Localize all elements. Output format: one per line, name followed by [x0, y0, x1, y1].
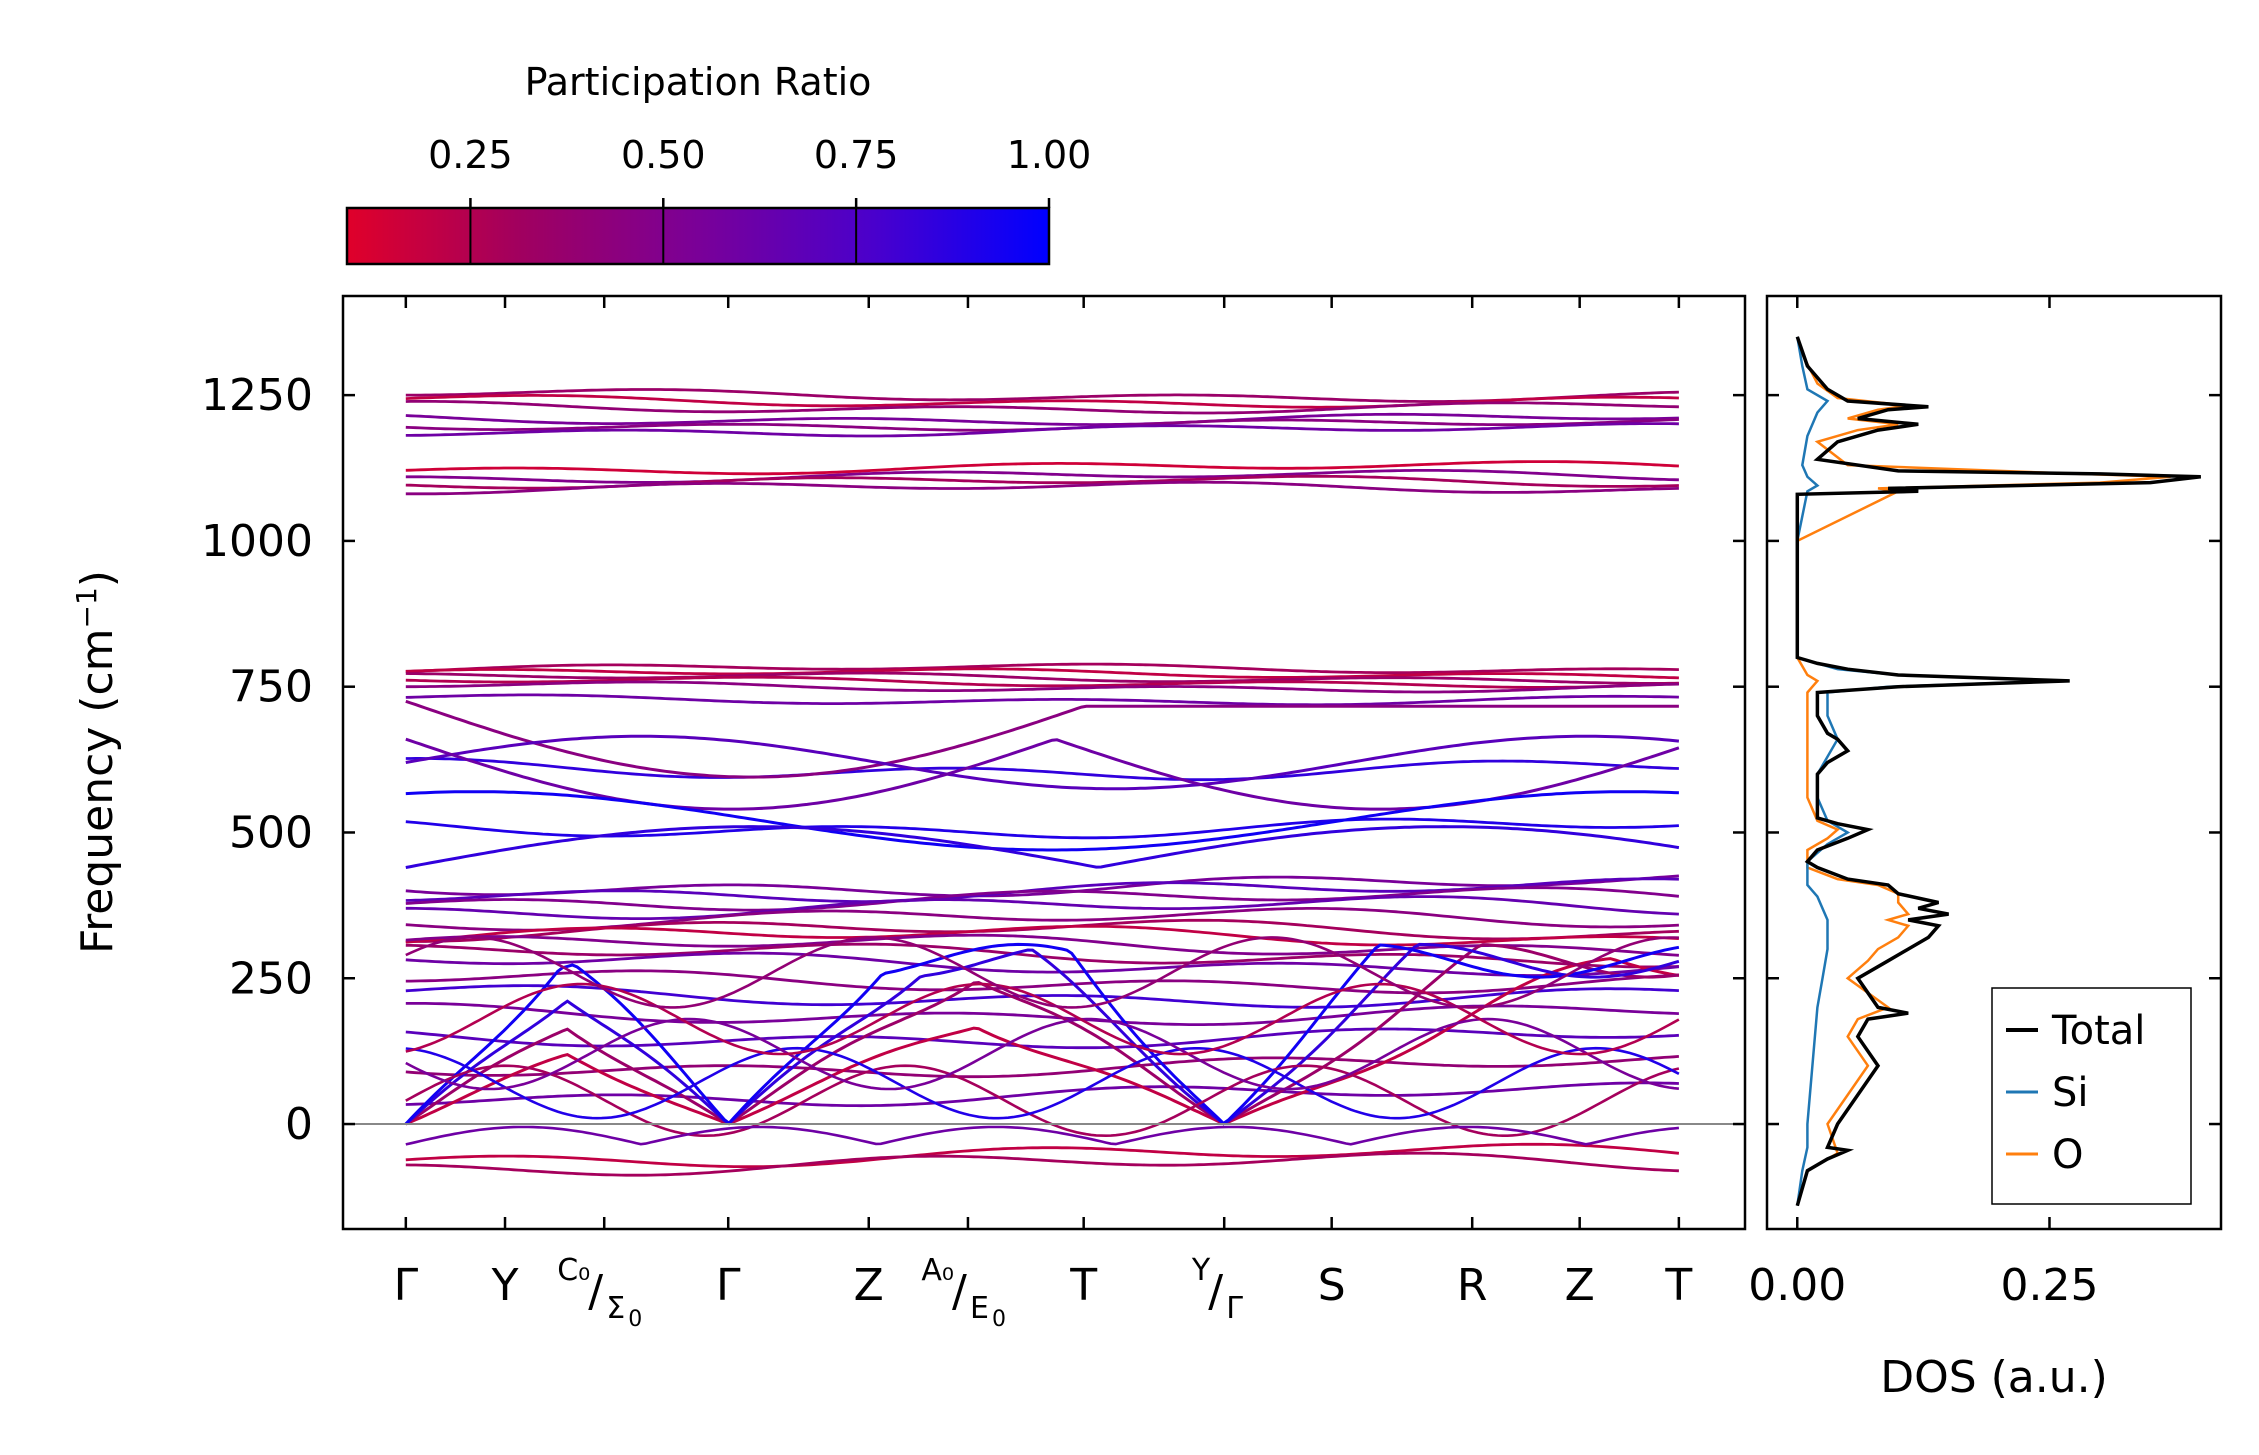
phonon-band	[405, 680, 1679, 694]
legend-label-o: O	[2052, 1132, 2083, 1178]
k-point-label-index: 0	[628, 1307, 642, 1332]
phonon-band	[405, 790, 1679, 852]
phonon-band	[405, 1151, 1679, 1177]
k-point-label-slash: /	[588, 1266, 603, 1317]
k-point-label-right: E	[970, 1291, 989, 1326]
phonon-band	[405, 936, 1679, 1009]
phonon-band	[405, 957, 1680, 1126]
phonon-band	[405, 460, 1679, 476]
k-point-label-left: A₀	[921, 1253, 954, 1288]
dos-axis: 0.00 0.25	[1748, 296, 2221, 1311]
k-point-label: R	[1457, 1260, 1488, 1311]
phonon-band	[405, 895, 1679, 920]
phonon-band	[405, 924, 1679, 947]
phonon-band	[405, 699, 1679, 779]
k-point-label-composite: Y/Γ	[1191, 1253, 1243, 1326]
colorbar-title: Participation Ratio	[525, 60, 872, 104]
phonon-band	[405, 693, 1679, 707]
dos-axes-frame	[1765, 294, 2223, 1231]
k-point-label-right: Γ	[1226, 1291, 1243, 1326]
phonon-band	[405, 1027, 1679, 1050]
k-point-label: Z	[854, 1260, 884, 1311]
k-point-label-composite: C₀/Σ 0	[557, 1253, 642, 1332]
frequency-tick-label: 1000	[201, 516, 313, 567]
k-point-label-composite: A₀/E 0	[921, 1253, 1006, 1332]
colorbar-tick-label: 0.25	[428, 133, 513, 177]
legend-label-total: Total	[2051, 1008, 2145, 1054]
band-axes-frame	[341, 294, 1747, 1231]
phonon-band	[405, 671, 1679, 685]
dos-curves	[1795, 336, 2202, 1207]
k-point-label-slash: /	[1208, 1266, 1223, 1317]
phonon-band	[405, 480, 1679, 496]
k-point-label: T	[1664, 1260, 1692, 1311]
colorbar: Participation Ratio 0.25 0.50 0.75 1.00	[345, 60, 1091, 266]
phonon-band	[405, 951, 1680, 977]
phonon-band	[405, 422, 1679, 438]
frequency-tick-label: 250	[229, 953, 313, 1004]
frequency-axis: 0 250 500 750 1000 1250	[201, 370, 1745, 1150]
dos-curve-total	[1795, 336, 2202, 1207]
phonon-band	[405, 667, 1679, 680]
phonon-band	[404, 943, 1680, 1126]
colorbar-tick-label: 1.00	[1007, 133, 1092, 177]
k-point-label-slash: /	[952, 1266, 967, 1317]
phonon-bands	[404, 388, 1680, 1177]
frequency-tick-label: 1250	[201, 370, 313, 421]
phonon-band	[405, 469, 1679, 484]
k-point-label: Y	[491, 1260, 519, 1311]
k-point-label: Z	[1565, 1260, 1595, 1311]
frequency-tick-label: 750	[229, 662, 313, 713]
colorbar-ticks: 0.25 0.50 0.75 1.00	[428, 133, 1091, 264]
k-point-label: Γ	[716, 1260, 741, 1311]
k-point-label-right: Σ	[606, 1291, 625, 1326]
k-path-axis: Γ Y C₀/Σ 0Γ Z A₀/E 0T Y/Γ S R Z T	[394, 296, 1692, 1332]
phonon-band	[405, 1064, 1680, 1138]
phonon-band	[405, 734, 1680, 791]
k-point-label-left: C₀	[557, 1253, 590, 1288]
legend-label-si: Si	[2052, 1070, 2089, 1116]
phonon-band	[405, 886, 1680, 912]
phonon-band	[404, 942, 1680, 1126]
k-point-label-left: Y	[1191, 1253, 1211, 1288]
phonon-band	[405, 757, 1679, 782]
frequency-axis-label: Frequency (cm−1)	[70, 570, 123, 954]
phonon-band	[405, 1055, 1680, 1079]
colorbar-tick-label: 0.50	[621, 133, 706, 177]
phonon-band	[405, 1046, 1680, 1120]
phonon-band	[405, 400, 1679, 415]
phonon-band	[405, 969, 1679, 995]
phonon-band	[405, 1125, 1680, 1146]
phonon-band	[405, 817, 1679, 840]
colorbar-gradient	[345, 206, 1051, 266]
phonon-band	[405, 675, 1679, 689]
dos-tick-label: 0.25	[2001, 1260, 2099, 1311]
k-point-label: T	[1069, 1260, 1097, 1311]
dos-panel: 0.00 0.25 DOS (a.u.) Total Si O	[1748, 294, 2223, 1403]
phonon-band	[405, 662, 1679, 674]
dos-curve-si	[1796, 336, 2060, 1206]
phonon-band	[405, 412, 1679, 426]
colorbar-tick-label: 0.75	[814, 133, 899, 177]
legend-frame	[1991, 987, 2192, 1205]
phonon-band	[405, 1081, 1679, 1108]
phonon-band	[404, 942, 1680, 1126]
frequency-tick-label: 500	[229, 807, 313, 858]
phonon-band	[405, 933, 1679, 957]
k-point-label: S	[1318, 1260, 1346, 1311]
dos-tick-label: 0.00	[1748, 1260, 1846, 1311]
phonon-band	[405, 982, 1680, 1056]
dos-axis-label: DOS (a.u.)	[1880, 1352, 2108, 1403]
phonon-band	[405, 874, 1680, 898]
phonon-band	[405, 1017, 1680, 1091]
k-point-label: Γ	[394, 1260, 419, 1311]
frequency-tick-label: 0	[285, 1099, 313, 1150]
phonon-band	[405, 825, 1680, 869]
phonon-band	[405, 1142, 1680, 1169]
k-point-label-index: 0	[992, 1307, 1006, 1332]
dos-legend: Total Si O	[1991, 987, 2192, 1205]
